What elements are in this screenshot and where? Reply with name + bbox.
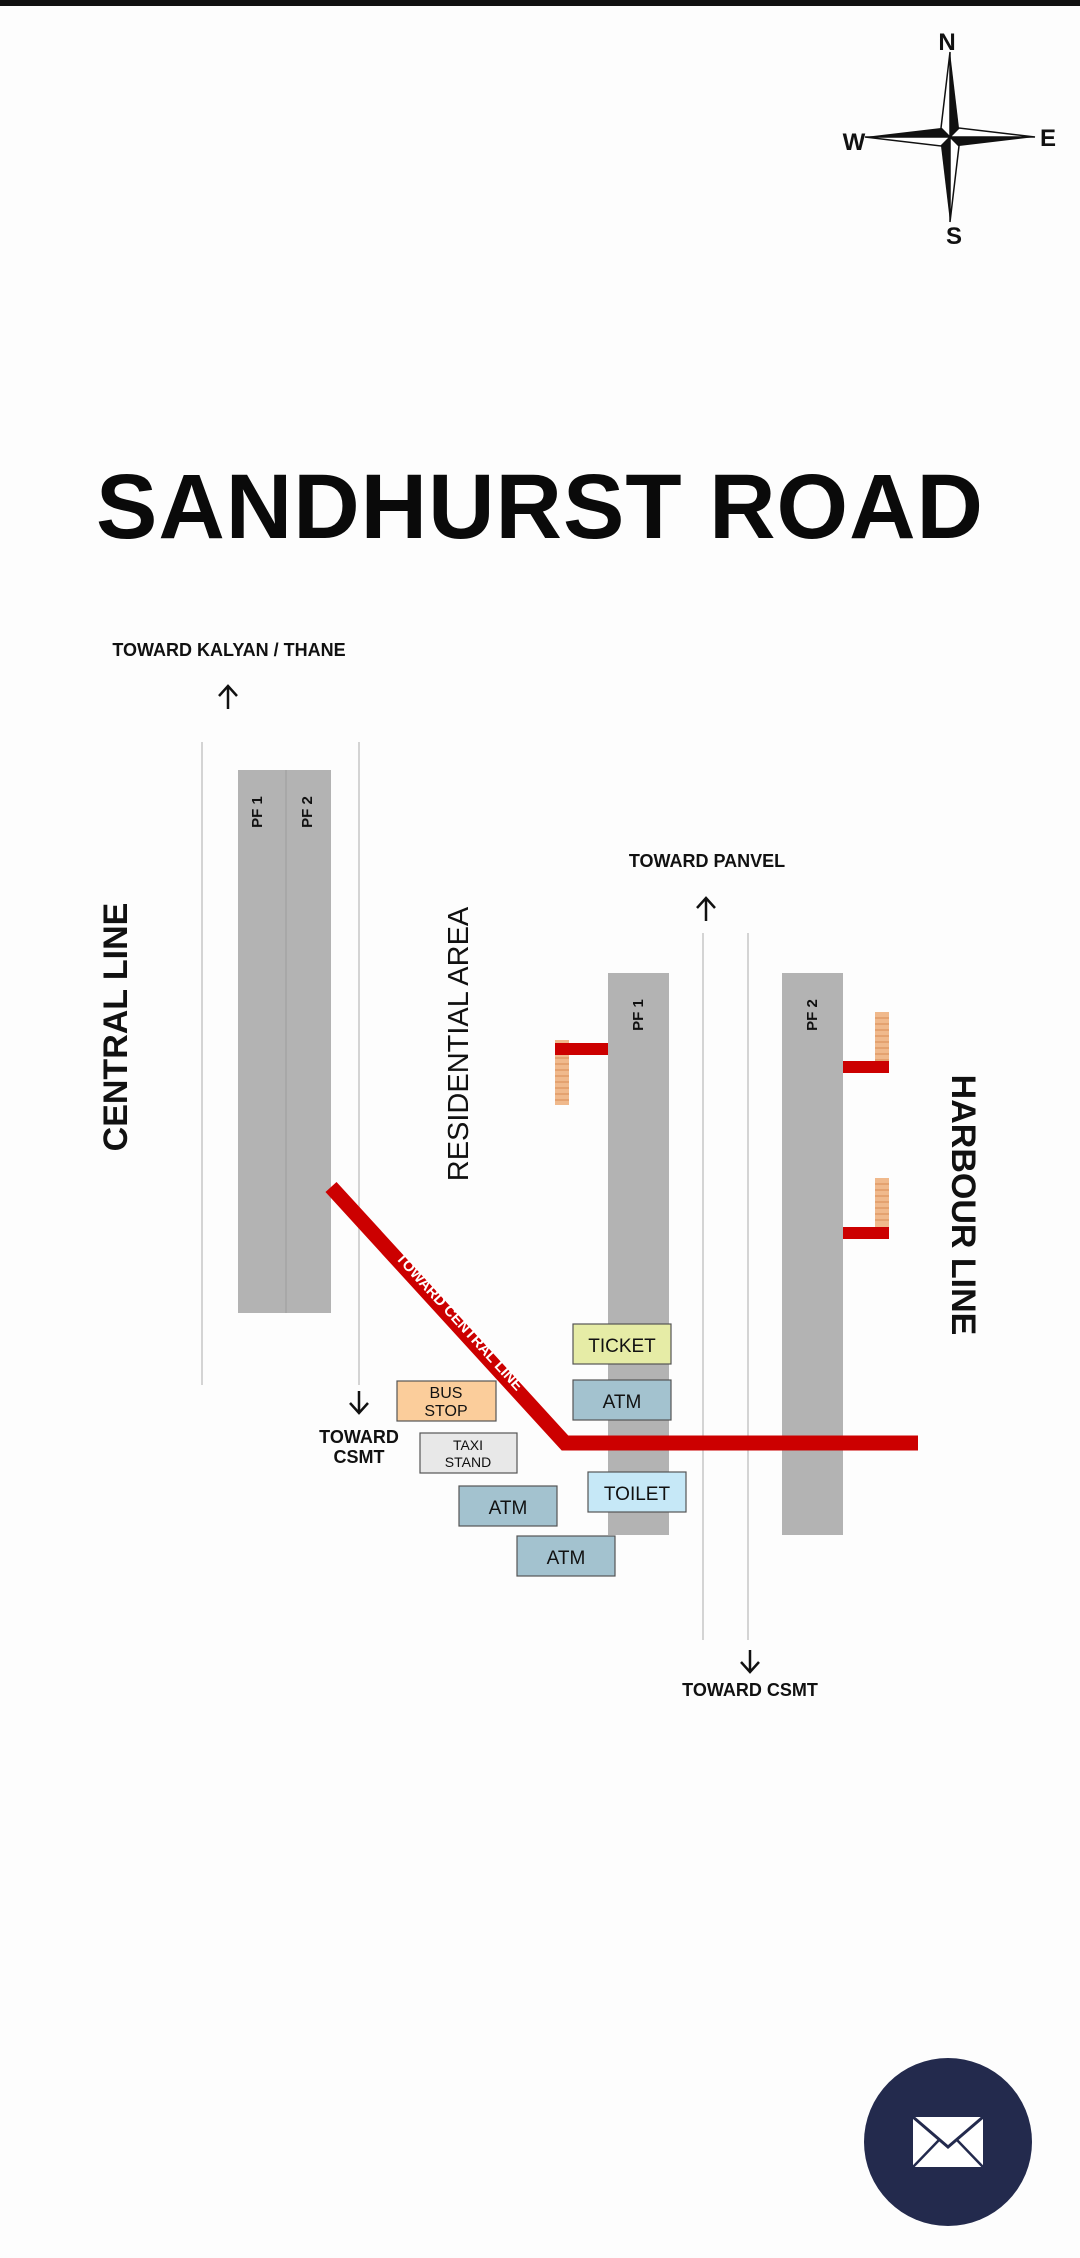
central-platform-1: [238, 770, 286, 1313]
taxi-stand-box: [419, 1432, 518, 1474]
central-line-label: CENTRAL LINE: [97, 903, 135, 1152]
envelope-icon: [912, 2115, 984, 2168]
toward-csmt-label-1: TOWARD: [319, 1427, 399, 1447]
atm-box-1: [572, 1379, 672, 1421]
compass-rose-icon: N S W E: [843, 29, 1056, 250]
atm-box-2: [458, 1485, 558, 1527]
harbour-platform-2: [782, 973, 843, 1535]
central-pf2-label: PF 2: [299, 796, 316, 828]
toward-csmt-label-2: CSMT: [334, 1447, 385, 1467]
atm-box-3: [516, 1535, 616, 1577]
toward-central-line-label: TOWARD CENTRAL LINE: [392, 1250, 526, 1395]
central-platform-2: [286, 770, 331, 1313]
top-bar: [0, 0, 1080, 6]
footbridge-west: [555, 1043, 608, 1055]
stairs-east-2: [875, 1178, 889, 1228]
arrow-down-icon: [740, 1650, 760, 1674]
toward-kalyan-label: TOWARD KALYAN / THANE: [112, 640, 345, 660]
footbridge-main: [325, 1181, 918, 1451]
toward-panvel-label: TOWARD PANVEL: [629, 851, 785, 871]
bus-stop-box: [396, 1380, 497, 1422]
harbour-line-label: HARBOUR LINE: [944, 1075, 982, 1336]
arrow-up-icon: [218, 684, 238, 709]
bus-stop-label-1: BUS: [430, 1385, 463, 1402]
footbridge-east-1: [843, 1061, 889, 1073]
harbour-pf2-label: PF 2: [804, 999, 821, 1031]
compass-s: S: [946, 223, 962, 250]
page-title: SANDHURST ROAD: [96, 456, 984, 558]
toilet-label: TOILET: [604, 1484, 671, 1505]
residential-area-label: RESIDENTIAL AREA: [443, 906, 475, 1181]
bus-stop-label-2: STOP: [424, 1403, 467, 1420]
atm-label-3: ATM: [547, 1548, 586, 1569]
map-card: [0, 385, 1080, 1895]
harbour-pf1-label: PF 1: [630, 999, 647, 1031]
taxi-stand-label-1: TAXI: [453, 1437, 483, 1453]
toilet-box: [587, 1471, 687, 1513]
ticket-box: [572, 1323, 672, 1365]
toward-csmt-label: TOWARD CSMT: [682, 1680, 818, 1700]
taxi-stand-label-2: STAND: [445, 1454, 491, 1470]
stairs-east-1: [875, 1012, 889, 1064]
compass-n: N: [938, 29, 955, 56]
arrow-down-icon: [349, 1391, 369, 1415]
footbridge-east-2: [843, 1227, 889, 1239]
central-pf1-label: PF 1: [249, 796, 266, 828]
arrow-up-icon: [696, 896, 716, 921]
harbour-platform-1: [608, 973, 669, 1535]
ticket-label: TICKET: [588, 1336, 656, 1357]
compass-e: E: [1040, 125, 1056, 152]
contact-mail-button[interactable]: [864, 2058, 1032, 2226]
compass-w: W: [843, 129, 866, 156]
atm-label-2: ATM: [489, 1498, 528, 1519]
atm-label-1: ATM: [603, 1392, 642, 1413]
